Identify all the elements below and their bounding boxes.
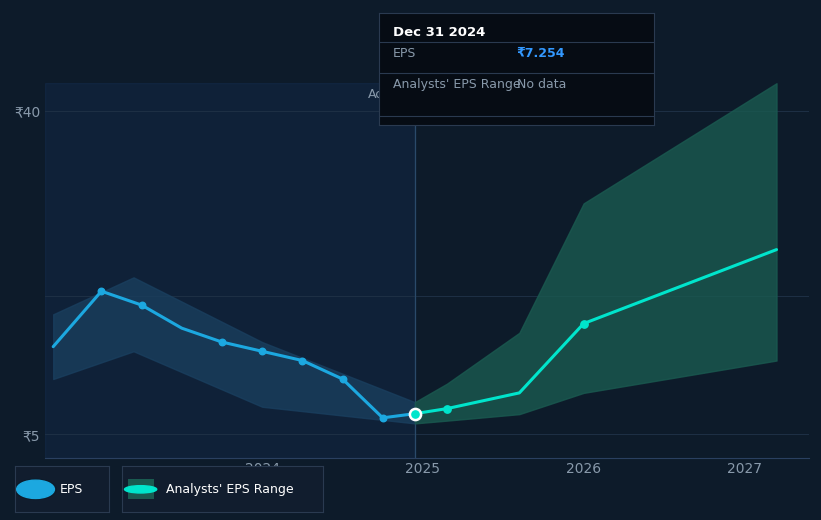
Text: Actual: Actual (368, 88, 407, 101)
Text: EPS: EPS (60, 483, 84, 496)
Text: Dec 31 2024: Dec 31 2024 (393, 27, 485, 40)
Point (440, 405, 453, 413)
Bar (45, 83, 415, 458)
Point (376, 414, 389, 422)
Point (255, 347, 268, 356)
Text: ₹7.254: ₹7.254 (517, 47, 566, 59)
Point (336, 375, 349, 383)
Point (95, 287, 108, 295)
Point (408, 409, 421, 418)
Text: Analysts Forecasts: Analysts Forecasts (428, 88, 544, 101)
Circle shape (16, 480, 54, 499)
Point (135, 301, 148, 309)
Text: No data: No data (517, 78, 566, 91)
Point (296, 356, 309, 365)
Text: EPS: EPS (393, 47, 416, 59)
Text: Analysts' EPS Range: Analysts' EPS Range (166, 483, 293, 496)
Point (577, 319, 590, 328)
Circle shape (125, 486, 157, 493)
Point (215, 338, 228, 346)
Text: Analysts' EPS Range: Analysts' EPS Range (393, 78, 521, 91)
Bar (127, 479, 154, 499)
Circle shape (15, 479, 57, 499)
